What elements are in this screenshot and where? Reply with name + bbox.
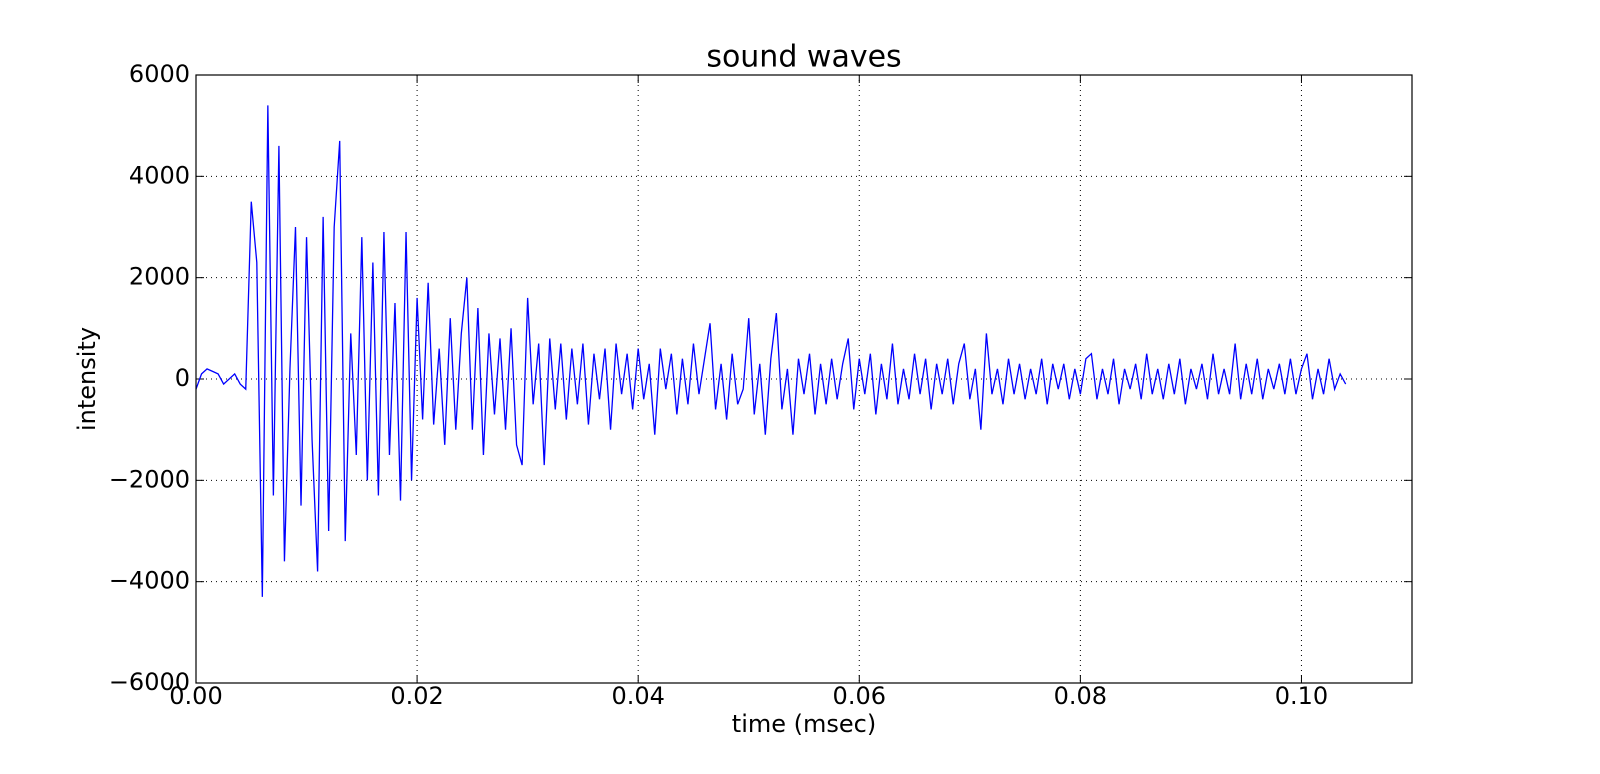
y-tick-label: 6000 (129, 60, 190, 88)
y-tick-label: −2000 (109, 465, 190, 493)
chart-title: sound waves (706, 40, 901, 75)
y-tick-label: 4000 (129, 161, 190, 189)
y-tick-label: 0 (175, 364, 190, 392)
x-tick-label: 0.04 (611, 682, 664, 710)
x-tick-label: 0.06 (833, 682, 886, 710)
plot-frame (195, 74, 1413, 684)
y-tick-label: −4000 (109, 567, 190, 595)
x-tick-label: 0.10 (1275, 682, 1328, 710)
x-tick-label: 0.08 (1054, 682, 1107, 710)
y-axis-label: intensity (73, 327, 101, 431)
x-tick-label: 0.02 (390, 682, 443, 710)
x-axis-label: time (msec) (732, 710, 876, 738)
x-tick-label: 0.00 (169, 682, 222, 710)
line (195, 105, 1347, 597)
y-tick-label: 2000 (129, 263, 190, 291)
y-tick-label: −6000 (109, 668, 190, 696)
